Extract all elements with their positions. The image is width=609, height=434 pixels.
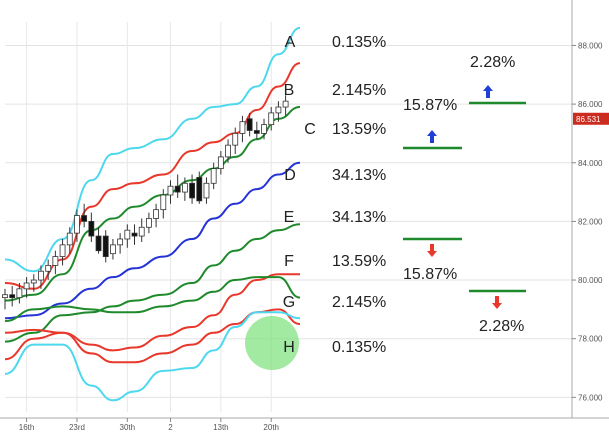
band-line-9 [4, 311, 301, 402]
candle-body [74, 215, 80, 234]
y-tick-label: 78.000 [578, 335, 603, 344]
x-tick-label: 30th [120, 423, 136, 432]
candle-body [217, 156, 224, 170]
band-line-4 [4, 161, 301, 320]
candle-body [239, 121, 246, 134]
candle-body [110, 244, 116, 255]
zone-letter-b: B [284, 82, 295, 99]
price-tag-label: 86.531 [576, 115, 601, 124]
zone-percent-c: 13.59% [332, 121, 386, 138]
zone-percent-a: 0.135% [332, 34, 386, 51]
zone-letter-f: F [284, 253, 294, 270]
candle-body [146, 218, 152, 228]
candle-body [45, 264, 52, 272]
candle-body [95, 235, 102, 252]
band-line-7 [4, 276, 301, 323]
arrow-down-icon [492, 296, 502, 309]
candle-body [16, 288, 23, 299]
candle-body [282, 100, 289, 108]
band-line-5 [4, 223, 301, 343]
level-label: 15.87% [403, 266, 457, 283]
level-label: 2.28% [470, 54, 515, 71]
candle-body [81, 215, 88, 222]
candle-body [181, 182, 188, 193]
zone-letter-g: G [283, 294, 295, 311]
y-tick-label: 76.000 [578, 393, 603, 402]
zone-letter-e: E [284, 209, 295, 226]
candle-body [167, 185, 174, 196]
candle-body [210, 168, 217, 184]
candle-body [124, 229, 131, 240]
level-label: 15.87% [403, 97, 457, 114]
candle-body [275, 106, 282, 114]
zone-percent-b: 2.145% [332, 82, 386, 99]
y-tick-label: 80.000 [578, 276, 603, 285]
candle-body [189, 182, 195, 199]
candle-body [203, 182, 210, 199]
x-tick-label: 13th [213, 423, 229, 432]
arrow-down-icon [427, 244, 437, 257]
candle-body [232, 133, 239, 146]
zone-percent-d: 34.13% [332, 167, 386, 184]
zone-h-highlight [245, 316, 299, 370]
candle-body [225, 144, 231, 158]
x-tick-label: 23rd [69, 423, 85, 432]
arrow-up-icon [427, 130, 437, 143]
y-tick-label: 86.000 [578, 100, 603, 109]
y-tick-label: 84.000 [578, 159, 603, 168]
candle-body [261, 124, 267, 134]
price-candles [2, 95, 289, 310]
candle-body [88, 220, 95, 237]
x-tick-label: 16th [19, 423, 35, 432]
zone-letter-d: D [284, 167, 296, 184]
zone-letter-c: C [304, 121, 316, 138]
x-tick-label: 2 [168, 423, 173, 432]
candle-body [59, 244, 66, 257]
probability-levels: 2.28% 15.87% 15.87% 2.28% [403, 54, 526, 335]
zone-percent-f: 13.59% [332, 253, 386, 270]
candle-body [174, 185, 181, 193]
candle-body [2, 294, 8, 299]
arrow-up-icon [483, 85, 493, 98]
candle-body [253, 130, 260, 134]
candle-body [66, 232, 73, 246]
candle-body [52, 256, 59, 266]
candle-body [102, 235, 109, 257]
candle-body [30, 279, 37, 284]
level-label: 2.28% [479, 318, 524, 335]
zone-percent-e: 34.13% [332, 209, 386, 226]
price-tag [573, 112, 609, 125]
candle-body [138, 226, 145, 237]
zone-percent-h: 0.135% [332, 339, 386, 356]
candle-body [131, 232, 138, 237]
candle-body [196, 177, 203, 202]
candle-body [117, 238, 124, 246]
candle-body [160, 194, 167, 211]
candle-body [268, 112, 275, 126]
zone-letter-a: A [285, 34, 296, 51]
x-tick-label: 20th [263, 423, 279, 432]
candle-body [246, 118, 253, 131]
candle-body [9, 294, 16, 299]
candle-body [38, 270, 44, 281]
y-tick-label: 88.000 [578, 41, 603, 50]
candle-body [23, 282, 30, 290]
zone-letter-h: H [283, 339, 295, 356]
deviation-bands [4, 26, 301, 402]
candle-body [153, 209, 159, 219]
zone-percent-g: 2.145% [332, 294, 386, 311]
zone-annotations: A 0.135% B 2.145% C 13.59% D 34.13% E 34.13% F 13.5… [283, 34, 386, 356]
y-tick-label: 82.000 [578, 217, 603, 226]
